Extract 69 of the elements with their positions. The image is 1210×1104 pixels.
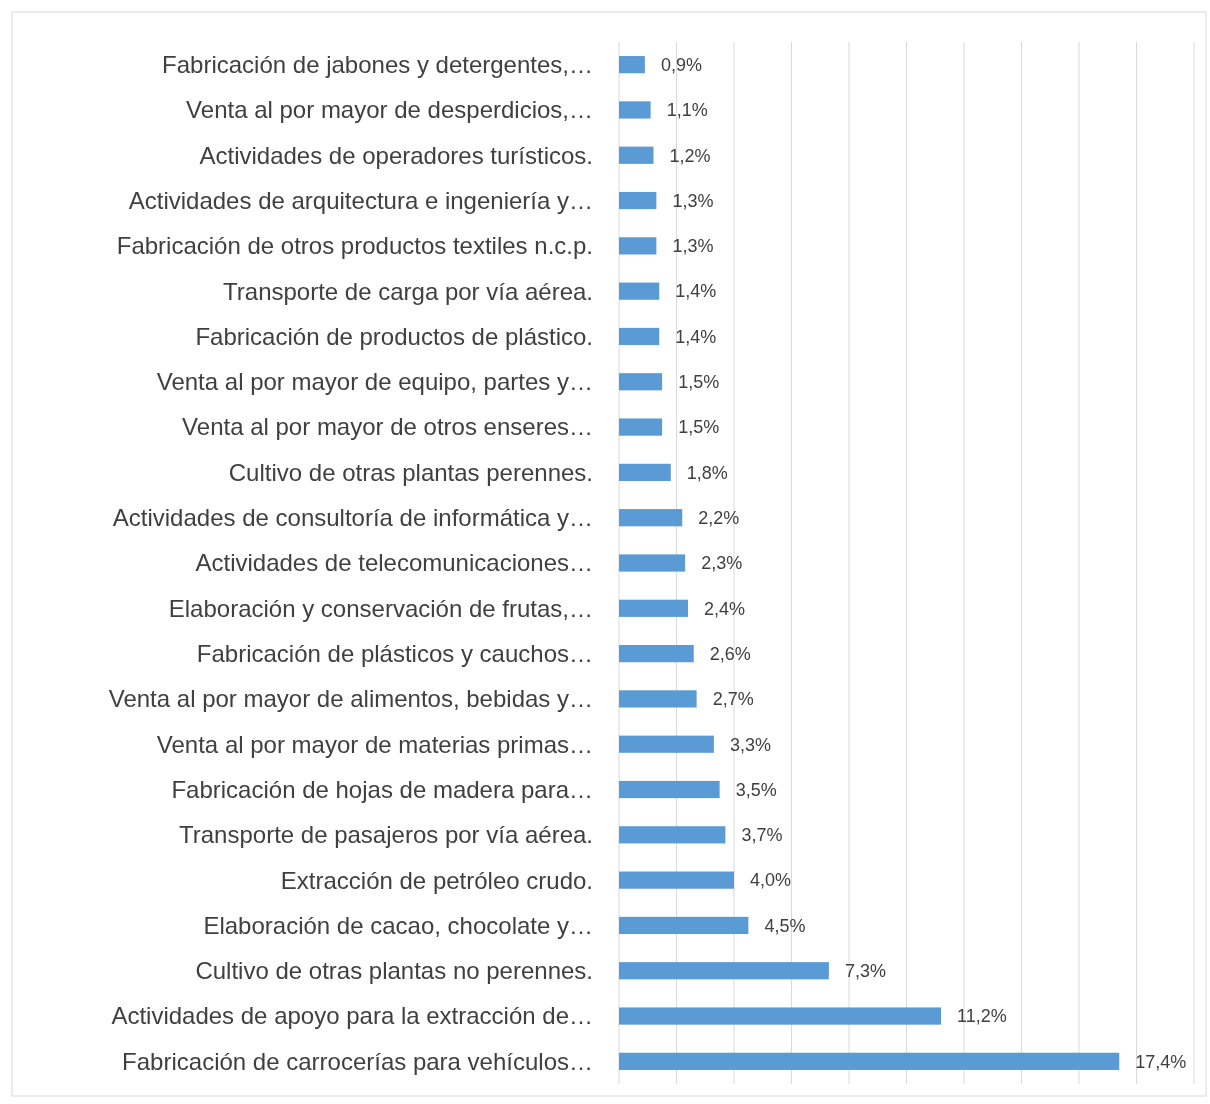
bar (619, 418, 663, 436)
bar (619, 962, 829, 980)
y-tick-label: Extracción de petróleo crudo. (280, 866, 593, 894)
data-label: 1,4% (675, 281, 717, 302)
bar (619, 509, 683, 527)
data-label: 2,2% (698, 508, 740, 528)
bar (619, 780, 720, 799)
bar (619, 373, 663, 391)
bar (619, 1052, 1120, 1070)
data-label: 1,5% (678, 417, 720, 438)
y-tick-label: Actividades de consultoría de informática y… (112, 504, 593, 532)
data-label: 4,5% (764, 915, 806, 936)
y-tick-label: Venta al por mayor de alimentos, bebidas y… (108, 685, 593, 713)
y-tick-label: Fabricación de carrocerías para vehículos… (122, 1047, 593, 1075)
y-tick-label: Transporte de carga por vía aérea. (223, 277, 593, 305)
y-tick-label: Venta al por mayor de equipo, partes y… (156, 368, 593, 396)
data-label: 3,7% (741, 825, 783, 846)
y-tick-label: Fabricación de jabones y detergentes,… (162, 51, 593, 79)
bar (619, 916, 749, 935)
data-label: 3,3% (729, 734, 771, 755)
y-tick-label: Actividades de operadores turísticos. (199, 141, 593, 169)
bar (619, 599, 688, 617)
y-tick-label: Venta al por mayor de materias primas… (156, 730, 593, 758)
data-label: 1,4% (675, 326, 717, 347)
data-label: 2,3% (701, 553, 743, 574)
y-tick-label: Transporte de pasajeros por vía aérea. (178, 821, 593, 849)
bar (619, 645, 694, 663)
y-tick-label: Cultivo de otras plantas perennes. (228, 458, 593, 486)
data-label: 1,2% (669, 145, 711, 166)
y-tick-label: Venta al por mayor de otros enseres… (182, 413, 593, 441)
data-label: 11,2% (957, 1006, 1007, 1027)
y-tick-label: Actividades de arquitectura e ingeniería y… (128, 186, 593, 214)
bar (619, 56, 645, 74)
data-label: 3,5% (735, 779, 777, 800)
bar (619, 1007, 941, 1025)
data-label: 1,3% (672, 190, 714, 211)
y-tick-label: Fabricación de productos de plástico. (195, 322, 593, 350)
data-label: 4,0% (750, 870, 792, 891)
data-label: 1,5% (678, 372, 720, 393)
y-tick-label: Fabricación de otros productos textiles n.c.p. (116, 232, 593, 260)
data-label: 1,1% (666, 100, 708, 121)
data-label: 0,9% (660, 54, 702, 75)
bar (619, 554, 686, 572)
y-tick-label: Actividades de telecomunicaciones… (195, 549, 593, 577)
bar (619, 690, 697, 708)
bar (619, 463, 671, 481)
bar (619, 826, 726, 844)
data-label: 1,3% (672, 236, 714, 257)
bar (619, 282, 660, 300)
bar (619, 191, 657, 210)
y-tick-label: Venta al por mayor de desperdicios,… (186, 96, 593, 124)
y-tick-label: Actividades de apoyo para la extracción de… (111, 1002, 593, 1030)
bar (619, 237, 657, 255)
data-label: 1,8% (686, 462, 728, 483)
data-label: 7,3% (844, 961, 886, 982)
data-label: 2,4% (704, 598, 746, 619)
data-label: 2,7% (712, 689, 754, 710)
y-tick-label: Cultivo de otras plantas no perennes. (195, 957, 593, 985)
data-label: 17,4% (1135, 1051, 1187, 1072)
bar (619, 146, 654, 164)
bar (619, 327, 660, 346)
y-tick-label: Elaboración de cacao, chocolate y… (203, 911, 593, 939)
bar (619, 101, 651, 119)
bar (619, 735, 714, 753)
data-label: 2,6% (709, 643, 751, 664)
y-tick-label: Fabricación de hojas de madera para… (171, 775, 593, 803)
y-tick-label: Fabricación de plásticos y cauchos… (196, 640, 593, 668)
bar (619, 871, 734, 889)
y-tick-label: Elaboración y conservación de frutas,… (168, 594, 593, 622)
